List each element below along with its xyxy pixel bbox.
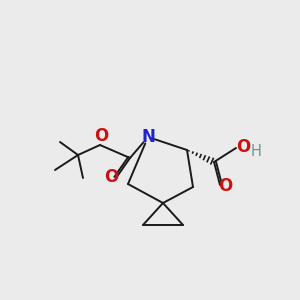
Text: N: N xyxy=(141,128,155,146)
Text: H: H xyxy=(250,143,261,158)
Text: O: O xyxy=(94,127,108,145)
Text: O: O xyxy=(218,177,232,195)
Text: O: O xyxy=(236,138,250,156)
Text: O: O xyxy=(104,168,118,186)
